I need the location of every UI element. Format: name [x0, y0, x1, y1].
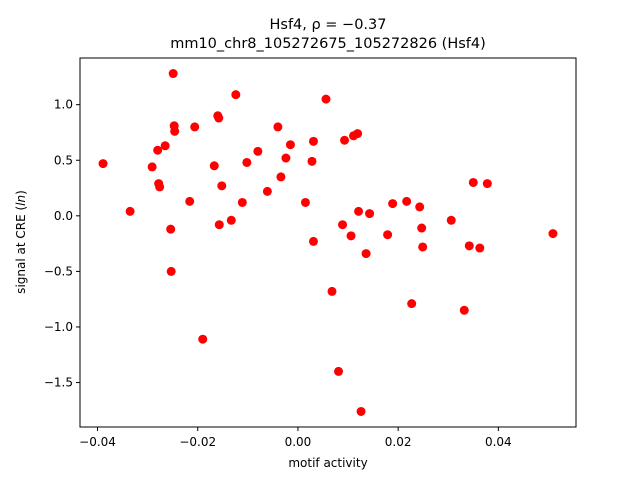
data-point-6	[160, 141, 170, 151]
data-point-57	[475, 243, 485, 253]
data-point-21	[231, 90, 241, 100]
data-point-0	[98, 159, 108, 169]
data-point-45	[365, 209, 375, 219]
data-point-43	[356, 406, 366, 416]
data-point-53	[446, 215, 456, 225]
data-point-55	[464, 241, 474, 251]
data-point-31	[307, 156, 317, 166]
data-point-49	[407, 299, 417, 309]
data-point-25	[262, 186, 272, 196]
data-point-35	[327, 286, 337, 296]
y-tick-label: −1.0	[44, 320, 73, 334]
data-point-37	[338, 220, 348, 230]
data-point-12	[185, 196, 195, 206]
data-point-46	[383, 230, 393, 240]
x-tick-label: −0.04	[79, 435, 116, 449]
x-tick-label: 0.00	[285, 435, 312, 449]
y-tick-label: −0.5	[44, 264, 73, 278]
data-point-9	[168, 69, 178, 79]
data-point-36	[334, 366, 344, 376]
data-point-11	[170, 126, 180, 136]
data-point-27	[276, 172, 286, 182]
data-point-32	[308, 136, 318, 146]
data-point-50	[415, 202, 425, 212]
y-axis-label: signal at CRE (ln)	[14, 190, 28, 294]
data-point-8	[166, 266, 176, 276]
x-tick-label: 0.04	[485, 435, 512, 449]
y-tick-label: 0.5	[54, 153, 73, 167]
data-point-38	[340, 135, 350, 145]
data-point-52	[418, 242, 428, 252]
data-point-29	[285, 140, 295, 150]
data-point-59	[548, 229, 558, 239]
data-point-34	[321, 94, 331, 104]
data-point-18	[214, 220, 224, 230]
data-point-26	[273, 122, 283, 132]
data-point-17	[214, 113, 224, 123]
x-axis-label: motif activity	[288, 456, 367, 470]
y-axis-ticks: −1.5 −1.0 −0.5 0.0 0.5 1.0	[44, 98, 80, 390]
data-point-7	[166, 224, 176, 234]
data-point-39	[346, 231, 356, 241]
data-point-19	[217, 181, 227, 191]
y-tick-label: 1.0	[54, 98, 73, 112]
data-point-2	[147, 162, 157, 172]
data-point-47	[388, 199, 398, 209]
data-point-22	[237, 197, 247, 207]
data-point-15	[209, 161, 219, 171]
data-point-13	[190, 122, 200, 132]
x-tick-label: −0.02	[179, 435, 216, 449]
chart-title-line-1: Hsf4, ρ = −0.37	[269, 17, 386, 33]
data-point-24	[253, 146, 263, 156]
data-point-5	[155, 182, 165, 192]
data-points	[98, 69, 558, 416]
data-point-56	[468, 177, 478, 187]
x-axis-ticks: −0.04 −0.02 0.00 0.02 0.04	[79, 427, 512, 449]
data-point-41	[353, 129, 363, 139]
y-tick-label: −1.5	[44, 376, 73, 390]
data-point-33	[308, 236, 318, 246]
data-point-1	[125, 206, 135, 216]
data-point-42	[354, 206, 364, 216]
data-point-20	[226, 215, 236, 225]
data-point-44	[361, 249, 371, 259]
data-point-23	[242, 157, 252, 167]
chart-title-line-2: mm10_chr8_105272675_105272826 (Hsf4)	[170, 36, 486, 52]
data-point-3	[153, 145, 163, 155]
data-point-48	[402, 196, 412, 206]
data-point-28	[281, 153, 291, 163]
y-tick-label: 0.0	[54, 209, 73, 223]
data-point-54	[459, 305, 469, 315]
data-point-51	[417, 223, 427, 233]
data-point-14	[198, 334, 208, 344]
plot-frame	[79, 57, 577, 428]
x-tick-label: 0.02	[385, 435, 412, 449]
data-point-58	[482, 179, 492, 189]
data-point-30	[300, 197, 310, 207]
